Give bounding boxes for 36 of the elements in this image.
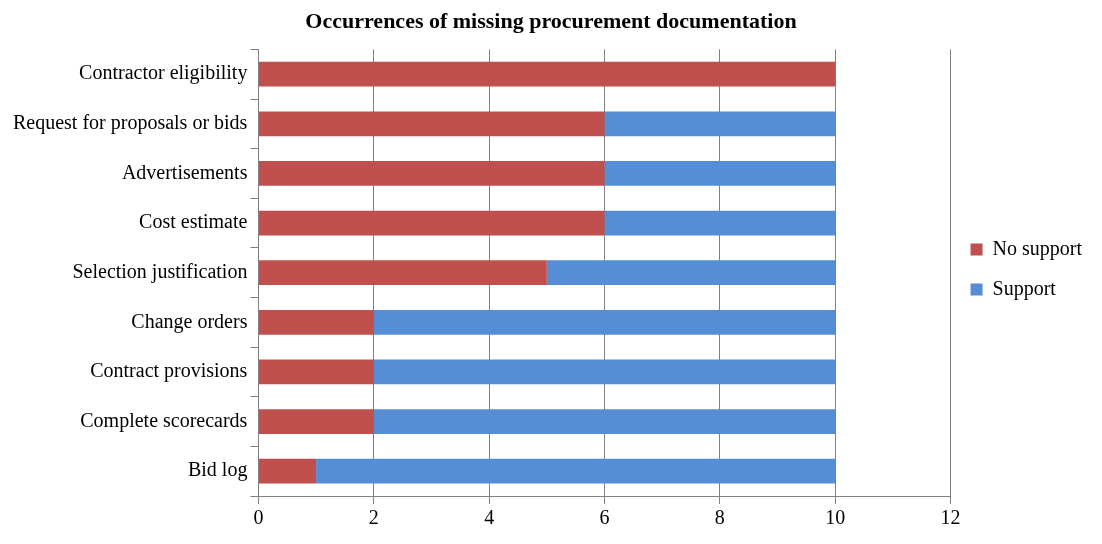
bar (258, 409, 374, 434)
y-tick-label: Selection justification (72, 259, 248, 283)
x-tick-label: 4 (484, 506, 495, 529)
bar (258, 359, 374, 385)
x-tick-label: 2 (368, 506, 379, 529)
bar (316, 458, 836, 484)
bar (373, 309, 836, 335)
bar (258, 309, 374, 335)
y-tick-label: Contractor eligibility (79, 61, 248, 85)
bar (258, 111, 605, 137)
bar (258, 210, 605, 236)
bar (373, 359, 836, 385)
bar (258, 458, 317, 484)
legend-label: Support (992, 276, 1057, 300)
bar (604, 210, 836, 236)
legend-label: No support (992, 236, 1083, 260)
bar (258, 61, 836, 87)
chart-title: Occurrences of missing procurement documentation (305, 7, 797, 33)
bar (258, 260, 547, 286)
bar (373, 409, 836, 434)
x-tick-label: 6 (599, 506, 610, 529)
bar (604, 111, 836, 137)
x-tick-label: 0 (253, 506, 264, 529)
x-tick-label: 12 (940, 506, 961, 529)
y-tick-label: Change orders (131, 309, 248, 333)
y-tick-label: Cost estimate (139, 210, 248, 233)
y-tick-label: Bid log (187, 458, 248, 482)
bar (258, 161, 605, 186)
bar (604, 161, 836, 186)
y-tick-label: Contract provisions (90, 359, 248, 383)
bar (546, 260, 836, 286)
x-tick-label: 10 (825, 506, 846, 529)
y-tick-label: Complete scorecards (80, 408, 248, 432)
y-tick-label: Advertisements (121, 160, 248, 183)
x-tick-label: 8 (714, 506, 725, 529)
y-tick-label: Request for proposals or bids (12, 111, 248, 135)
